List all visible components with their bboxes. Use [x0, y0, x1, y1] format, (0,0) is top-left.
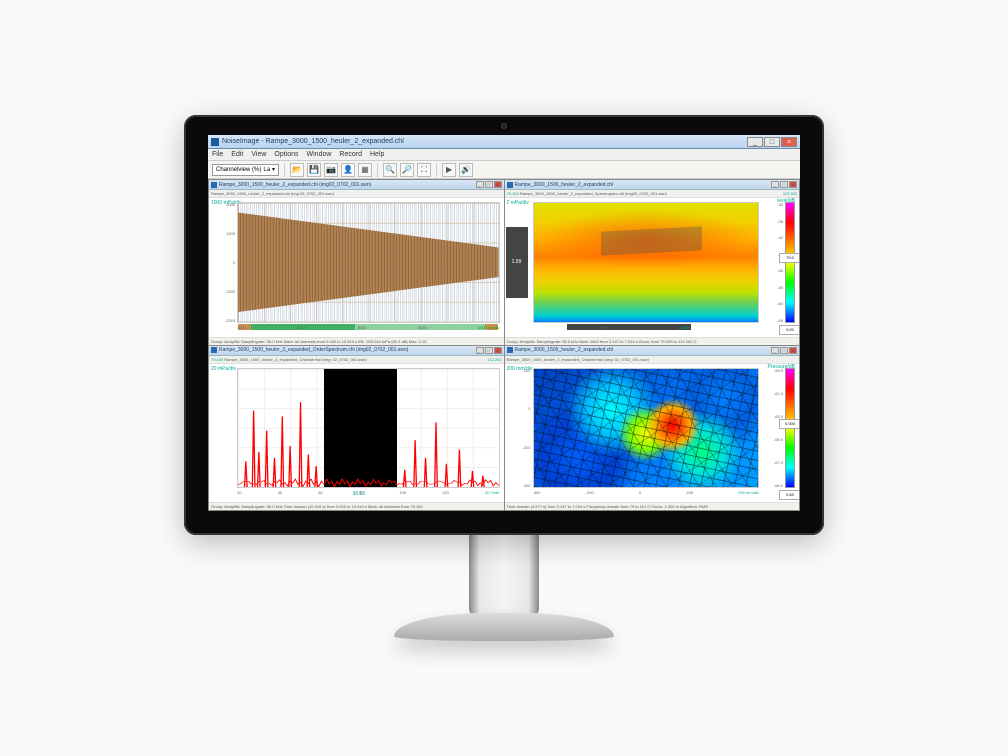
- y-axis-label: 20 mPa/div: [211, 366, 236, 372]
- toolbar-separator: [436, 163, 437, 177]
- zoom-in-icon[interactable]: 🔎: [400, 163, 414, 177]
- toolbar-separator: [284, 163, 285, 177]
- monitor-bezel: NoiseImage - Rampe_3000_1500_heuler_2_ex…: [184, 115, 824, 535]
- x-axis-ticks: 1000 2000 3000 4000 1000 ms/div: [237, 325, 500, 335]
- panel-title-text: Rampe_3000_1500_heuler_2_expanded.chl (i…: [219, 182, 371, 188]
- panel-subtitle: Rampe_3000_1500_heuler_2_expanded_Channe…: [505, 356, 800, 364]
- grid-icon[interactable]: ▦: [358, 163, 372, 177]
- maximize-button[interactable]: □: [764, 137, 780, 147]
- panel-titlebar[interactable]: Rampe_3000_1500_heuler_2_expanded.chl _ …: [505, 346, 800, 356]
- colorbar-delta-input[interactable]: 0.83: [779, 490, 799, 500]
- panel-statusbar: Group: ArrayMic Samplingrate: 96.0 kHz M…: [505, 337, 800, 345]
- panel-max-button[interactable]: □: [485, 181, 493, 188]
- colorbar-input[interactable]: 0.000: [779, 419, 799, 429]
- panel-icon: [211, 182, 217, 188]
- x-axis-ticks: -400 -200 0 200 200 mm/div: [533, 490, 760, 500]
- waveform-trace: [238, 203, 499, 322]
- panel-statusbar: Time domain (4.977 s) from 2.147 to 7.02…: [505, 502, 800, 510]
- left-indicator: 1.99: [506, 227, 528, 298]
- panel-icon: [507, 182, 513, 188]
- panel-spectrogram: Rampe_3000_1500_heuler_2_expanded.chl _ …: [505, 180, 800, 345]
- monitor-neck: [469, 535, 539, 615]
- menu-view[interactable]: View: [251, 151, 266, 158]
- panel-close-button[interactable]: ×: [494, 181, 502, 188]
- open-icon[interactable]: 📂: [290, 163, 304, 177]
- menu-options[interactable]: Options: [274, 151, 298, 158]
- audio-icon[interactable]: 🔊: [459, 163, 473, 177]
- chevron-down-icon: ▾: [272, 165, 275, 175]
- panel-title-text: Rampe_3000_1500_heuler_2_expanded.chl: [515, 182, 614, 188]
- plot-area: 1.99: [533, 202, 760, 323]
- panel-statusbar: Group: ArrayMic Samplingrate: 96.0 kHz M…: [209, 337, 504, 345]
- menu-record[interactable]: Record: [339, 151, 362, 158]
- plot-area: [533, 368, 760, 489]
- user-icon[interactable]: 👤: [341, 163, 355, 177]
- y-axis-label: 2 mPa/div: [507, 200, 529, 206]
- y-axis-ticks: 2000 1000 0 -1000 -2263: [213, 202, 235, 323]
- panel-min-button[interactable]: _: [771, 347, 779, 354]
- toolbar: Channelview (%) La ▾ 📂 💾 📷 👤 ▦ 🔍 🔎 ⛶ ▶ 🔊: [208, 161, 800, 179]
- colorbar-max-input[interactable]: 79.0: [779, 253, 799, 263]
- panel-statusbar: Group: ArrayMic Samplingrate: 96.0 kHz T…: [209, 502, 504, 510]
- photo-overlay: [534, 369, 759, 488]
- plot-area: 36.13: [237, 368, 500, 489]
- menu-window[interactable]: Window: [307, 151, 332, 158]
- panel-max-button[interactable]: □: [780, 347, 788, 354]
- window-buttons: _ □ ×: [747, 137, 797, 147]
- spectrogram-image: [534, 203, 759, 322]
- plot-area: [237, 202, 500, 323]
- monitor-base: [394, 613, 614, 641]
- menu-file[interactable]: File: [212, 151, 223, 158]
- camera-icon[interactable]: 📷: [324, 163, 338, 177]
- panel-icon: [507, 347, 513, 353]
- panel-icon: [211, 347, 217, 353]
- spectrum-trace: [238, 369, 499, 488]
- close-button[interactable]: ×: [781, 137, 797, 147]
- panel-title-text: Rampe_3000_1500_heuler_2_expanded.chl: [515, 347, 614, 353]
- panel-min-button[interactable]: _: [476, 347, 484, 354]
- x-axis-ticks: 20 40 60 80 100 120 20 Ordh: [237, 490, 500, 500]
- panel-subtitle: 79.100 Rampe_3000_1500_heuler_2_expanded…: [505, 190, 800, 198]
- panel-titlebar[interactable]: Rampe_3000_1500_heuler_2_expanded_OrderS…: [209, 346, 504, 356]
- panel-max-button[interactable]: □: [780, 181, 788, 188]
- panel-min-button[interactable]: _: [771, 181, 779, 188]
- save-icon[interactable]: 💾: [307, 163, 321, 177]
- acoustic-map-plot[interactable]: 200 mm/div 200 0 -200 -400 Pressure/dB: [505, 364, 800, 503]
- spectrum-plot[interactable]: 20 mPa/div 36.13 20 40 60 80 100: [209, 364, 504, 503]
- x-axis-ticks: 4.00 2 s/div: [533, 325, 760, 335]
- panel-waveform: Rampe_3000_1500_heuler_2_expanded.chl (i…: [209, 180, 504, 345]
- app-icon: [211, 138, 219, 146]
- monitor-frame: NoiseImage - Rampe_3000_1500_heuler_2_ex…: [184, 115, 824, 641]
- zoom-out-icon[interactable]: 🔍: [383, 163, 397, 177]
- panel-titlebar[interactable]: Rampe_3000_1500_heuler_2_expanded.chl (i…: [209, 180, 504, 190]
- menu-edit[interactable]: Edit: [231, 151, 243, 158]
- panel-subtitle: 79.100 Rampe_3000_1500_heuler_2_expanded…: [209, 356, 504, 364]
- app-titlebar: NoiseImage - Rampe_3000_1500_heuler_2_ex…: [208, 135, 800, 149]
- colorbar-min-input[interactable]: 0.00: [779, 325, 799, 335]
- waveform-plot[interactable]: 1000 mPa/div 2000 1000 0 -1000 -2263: [209, 198, 504, 337]
- spectrogram-plot[interactable]: 2 mPa/div 1.99 level/dB -30 -35 -40: [505, 198, 800, 337]
- channelview-dropdown[interactable]: Channelview (%) La ▾: [212, 164, 279, 176]
- panel-grid: Rampe_3000_1500_heuler_2_expanded.chl (i…: [208, 179, 800, 511]
- menubar: File Edit View Options Window Record Hel…: [208, 149, 800, 161]
- panel-titlebar[interactable]: Rampe_3000_1500_heuler_2_expanded.chl _ …: [505, 180, 800, 190]
- screen: NoiseImage - Rampe_3000_1500_heuler_2_ex…: [208, 135, 800, 511]
- play-icon[interactable]: ▶: [442, 163, 456, 177]
- panel-max-button[interactable]: □: [485, 347, 493, 354]
- webcam: [501, 123, 507, 129]
- menu-help[interactable]: Help: [370, 151, 384, 158]
- panel-close-button[interactable]: ×: [789, 181, 797, 188]
- toolbar-separator: [377, 163, 378, 177]
- panel-close-button[interactable]: ×: [494, 347, 502, 354]
- panel-min-button[interactable]: _: [476, 181, 484, 188]
- app-title: NoiseImage - Rampe_3000_1500_heuler_2_ex…: [222, 138, 404, 145]
- y-axis-ticks: 200 0 -200 -400: [509, 368, 531, 489]
- minimize-button[interactable]: _: [747, 137, 763, 147]
- panel-close-button[interactable]: ×: [789, 347, 797, 354]
- panel-title-text: Rampe_3000_1500_heuler_2_expanded_OrderS…: [219, 347, 408, 353]
- panel-acoustic-map: Rampe_3000_1500_heuler_2_expanded.chl _ …: [505, 346, 800, 511]
- panel-spectrum: Rampe_3000_1500_heuler_2_expanded_OrderS…: [209, 346, 504, 511]
- zoom-fit-icon[interactable]: ⛶: [417, 163, 431, 177]
- panel-subtitle: Rampe_3000_1500_heuler_2_expanded.chl (i…: [209, 190, 504, 198]
